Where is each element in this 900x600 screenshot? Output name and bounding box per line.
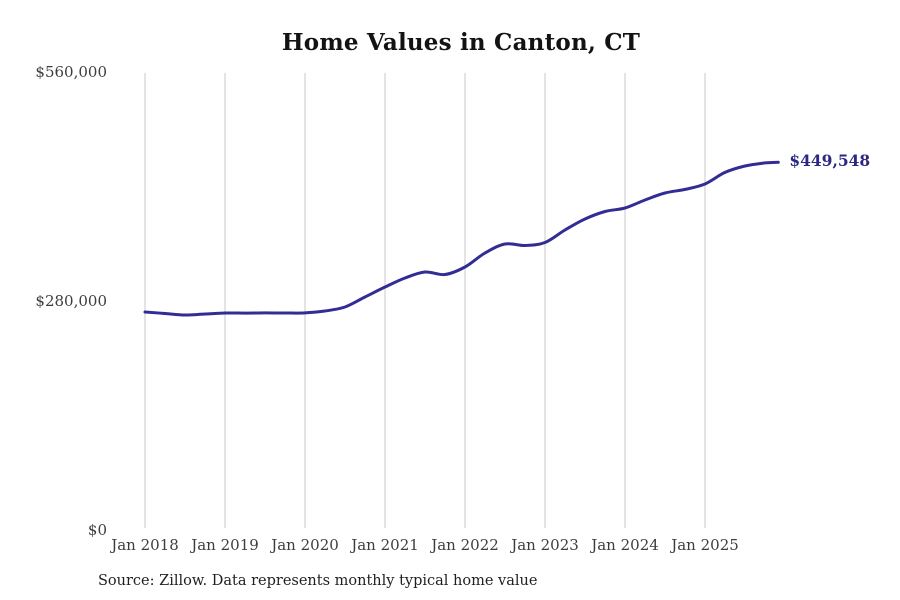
x-tick-label: Jan 2025 xyxy=(671,536,739,554)
x-tick-label: Jan 2021 xyxy=(351,536,419,554)
x-tick-label: Jan 2023 xyxy=(511,536,579,554)
x-tick-label: Jan 2018 xyxy=(111,536,179,554)
source-note: Source: Zillow. Data represents monthly … xyxy=(98,573,538,589)
latest-value-label: $449,548 xyxy=(789,151,871,171)
y-tick-label: $560,000 xyxy=(35,63,107,81)
chart-title: Home Values in Canton, CT xyxy=(281,29,641,56)
y-tick-label: $0 xyxy=(87,521,107,539)
x-tick-label: Jan 2024 xyxy=(591,536,659,554)
x-tick-label: Jan 2022 xyxy=(431,536,499,554)
home-value-line xyxy=(143,160,780,317)
gridlines xyxy=(144,73,706,528)
x-tick-label: Jan 2019 xyxy=(191,536,259,554)
x-tick-label: Jan 2020 xyxy=(271,536,339,554)
y-tick-label: $280,000 xyxy=(35,292,107,310)
